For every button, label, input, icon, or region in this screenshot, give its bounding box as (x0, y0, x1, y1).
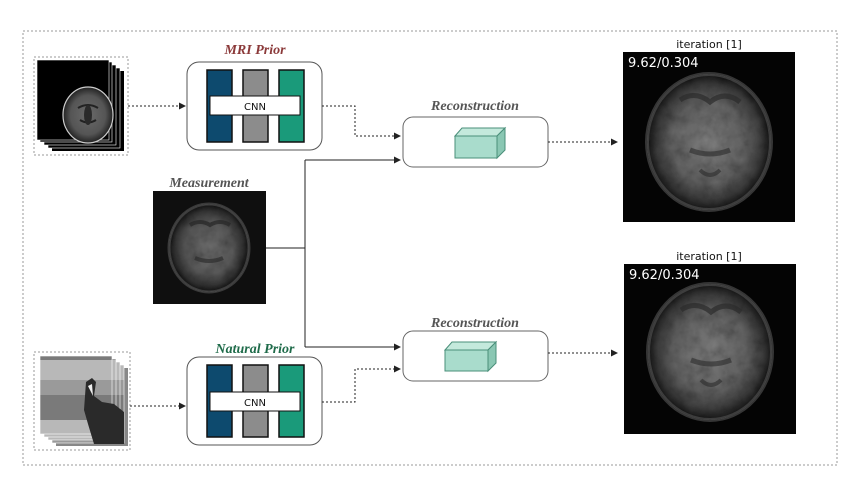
cnn-label-top: CNN (244, 102, 266, 113)
output-title-bottom: iteration [1] (676, 250, 742, 263)
horse-silhouette (84, 378, 124, 444)
arrow-cnn-to-recon-top (322, 105, 401, 140)
output-metrics-bottom: 9.62/0.304 (629, 268, 700, 283)
natural-stack-image (33, 351, 131, 451)
measurement-label: Measurement (168, 176, 249, 191)
mri-prior-label: MRI Prior (223, 43, 286, 58)
reconstruction-box-bottom (402, 330, 549, 382)
natural-prior-label: Natural Prior (215, 342, 296, 357)
cnn-block-top: CNN (186, 61, 323, 151)
reconstruction-cube-icon (443, 340, 498, 373)
reconstruction-cube-icon (453, 126, 507, 160)
mri-stack-image (33, 56, 129, 156)
output-image-top (623, 52, 795, 222)
output-title-top: iteration [1] (676, 38, 742, 51)
reconstruction-label-top: Reconstruction (430, 99, 519, 114)
output-metrics-top: 9.62/0.304 (628, 56, 699, 71)
reconstruction-box-top (402, 116, 549, 168)
measurement-connectors (266, 156, 401, 351)
output-image-bottom (624, 264, 796, 434)
measurement-image (153, 191, 266, 304)
cnn-label-bottom: CNN (244, 398, 266, 409)
cnn-block-bottom: CNN (186, 356, 323, 446)
arrow-cnn-to-recon-bottom (322, 365, 401, 403)
reconstruction-label-bottom: Reconstruction (430, 316, 519, 331)
